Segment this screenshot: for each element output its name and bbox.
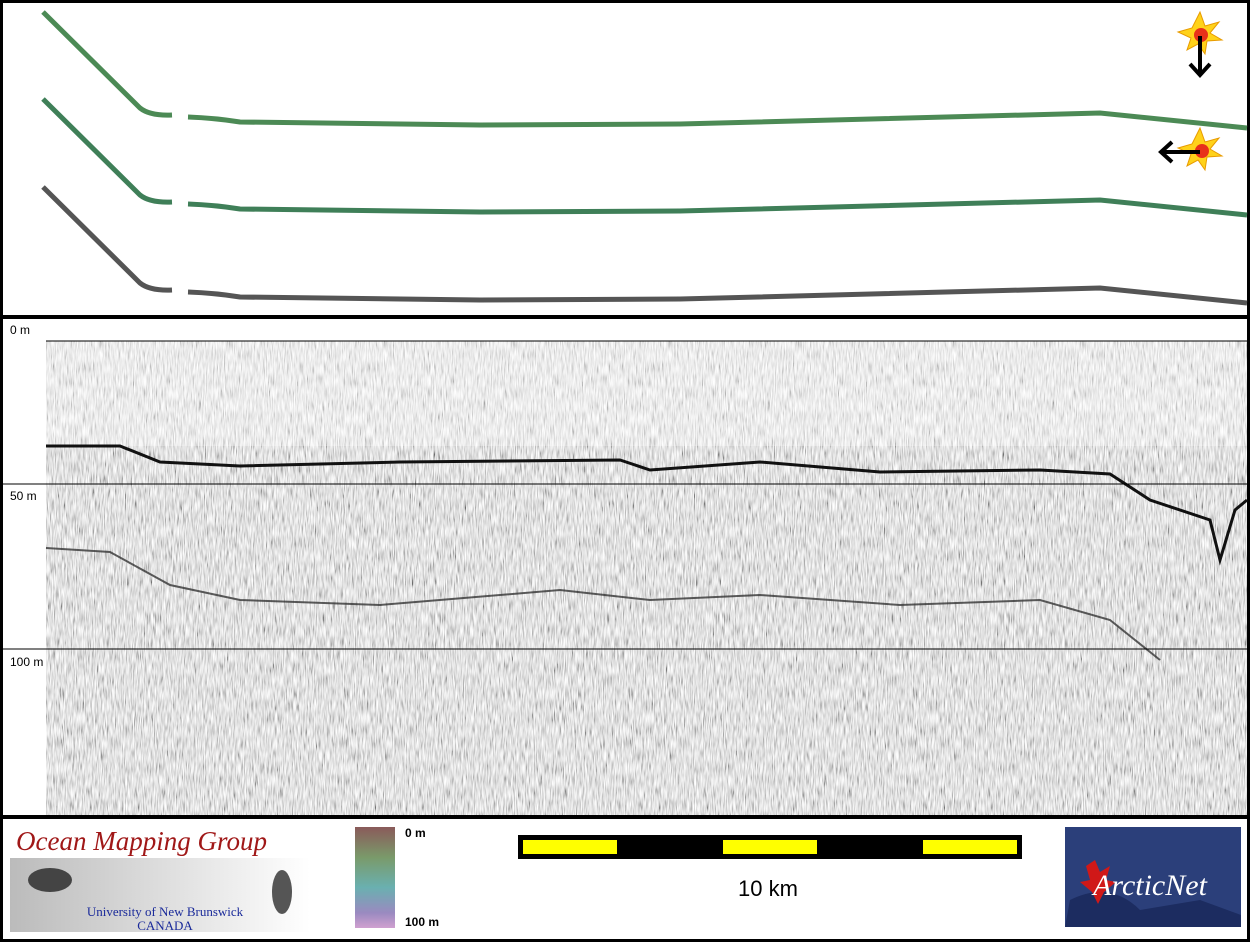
color-scale	[355, 827, 395, 928]
scale-bar-label: 10 km	[738, 876, 798, 901]
track	[41, 97, 1248, 218]
logo-shape	[28, 868, 72, 892]
partner-logo-shape	[1065, 892, 1241, 927]
water-column	[46, 341, 1247, 446]
maple-leaf	[1080, 860, 1116, 904]
logo-university: University of New Brunswick	[87, 904, 244, 919]
tracks	[41, 10, 1248, 306]
partner-logo-label: ArcticNet	[1091, 869, 1208, 902]
color-scale-top: 0 m	[405, 826, 426, 840]
scale-bar	[518, 835, 1022, 859]
track	[41, 185, 1248, 306]
logo-shape	[272, 870, 292, 914]
color-scale-bottom: 100 m	[405, 915, 439, 929]
logo-title: Ocean Mapping Group	[16, 826, 267, 856]
depth-label: 100 m	[10, 655, 43, 669]
sun-icon	[1158, 126, 1224, 172]
depth-label: 50 m	[10, 489, 37, 503]
profile-image	[46, 341, 1247, 815]
sub-reflector	[45, 547, 1161, 661]
track	[41, 10, 1248, 131]
track-panel	[3, 3, 1247, 315]
logo-country: CANADA	[137, 918, 193, 933]
seabed-reflector	[46, 444, 1248, 566]
sun-icon	[1176, 10, 1224, 78]
depth-label: 0 m	[10, 323, 30, 337]
